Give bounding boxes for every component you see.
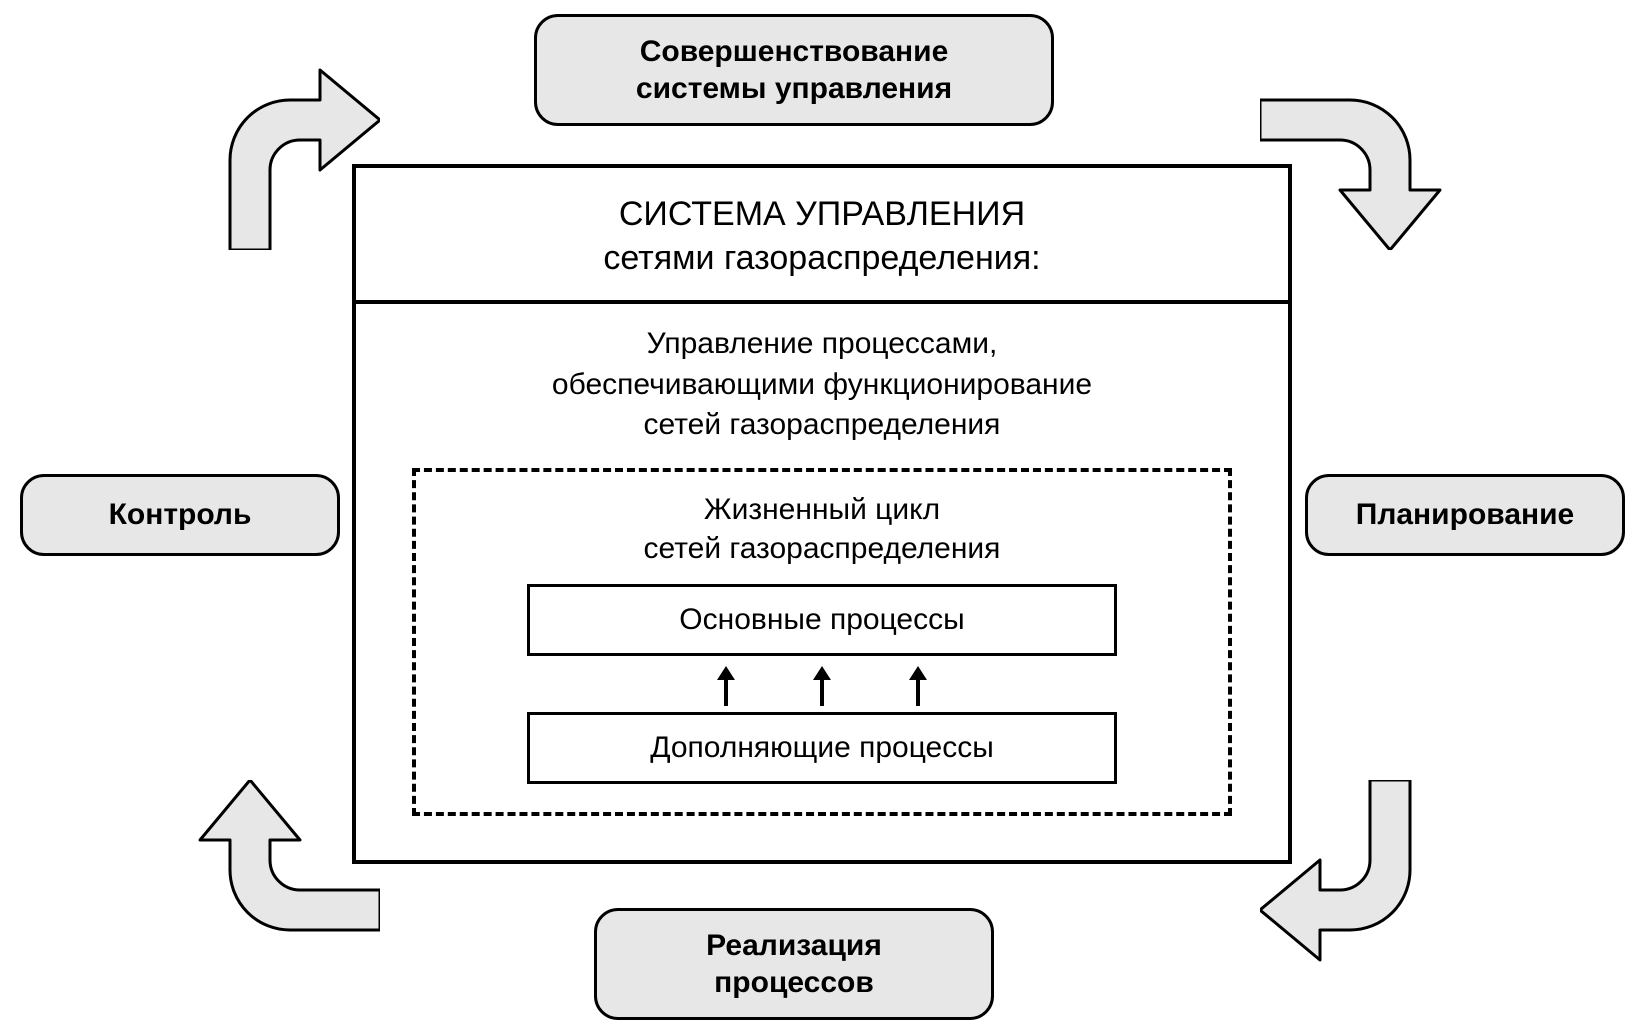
complementary-processes-box: Дополняющие процессы (527, 712, 1117, 784)
central-body-line2: обеспечивающими функционирование (552, 368, 1092, 401)
central-header: СИСТЕМА УПРАВЛЕНИЯ сетями газораспределе… (356, 168, 1288, 304)
node-improvement-line2: системы управления (636, 72, 952, 105)
up-arrow-icon (715, 666, 737, 706)
node-realization-line1: Реализация (706, 929, 882, 962)
central-header-line2: сетями газораспределения: (603, 239, 1040, 277)
central-body: Управление процессами, обеспечивающими ф… (356, 304, 1288, 846)
node-realization: Реализация процессов (594, 908, 994, 1020)
lifecycle-line2: сетей газораспределения (644, 532, 1001, 565)
node-control-label: Контроль (109, 496, 252, 534)
node-improvement: Совершенствование системы управления (534, 14, 1054, 126)
complementary-processes-label: Дополняющие процессы (650, 731, 994, 765)
lifecycle-title: Жизненный цикл сетей газораспределения (440, 490, 1204, 568)
central-header-line1: СИСТЕМА УПРАВЛЕНИЯ (619, 195, 1025, 233)
node-planning: Планирование (1305, 474, 1625, 556)
node-improvement-line1: Совершенствование (640, 35, 949, 68)
node-control: Контроль (20, 474, 340, 556)
node-planning-label: Планирование (1356, 496, 1575, 534)
node-realization-line2: процессов (714, 966, 874, 999)
central-system-box: СИСТЕМА УПРАВЛЕНИЯ сетями газораспределе… (352, 164, 1292, 864)
central-body-text: Управление процессами, обеспечивающими ф… (386, 324, 1258, 446)
cycle-arrow-top-left (170, 40, 380, 255)
cycle-arrow-bottom-left (170, 780, 380, 995)
central-body-line3: сетей газораспределения (644, 408, 1001, 441)
upward-arrows-row (440, 666, 1204, 706)
main-processes-box: Основные процессы (527, 584, 1117, 656)
central-body-line1: Управление процессами, (647, 327, 998, 360)
diagram-stage: Совершенствование системы управления Пла… (0, 0, 1641, 1030)
up-arrow-icon (811, 666, 833, 706)
up-arrow-icon (907, 666, 929, 706)
lifecycle-line1: Жизненный цикл (704, 493, 940, 526)
lifecycle-box: Жизненный цикл сетей газораспределения О… (412, 468, 1232, 816)
main-processes-label: Основные процессы (679, 603, 964, 637)
